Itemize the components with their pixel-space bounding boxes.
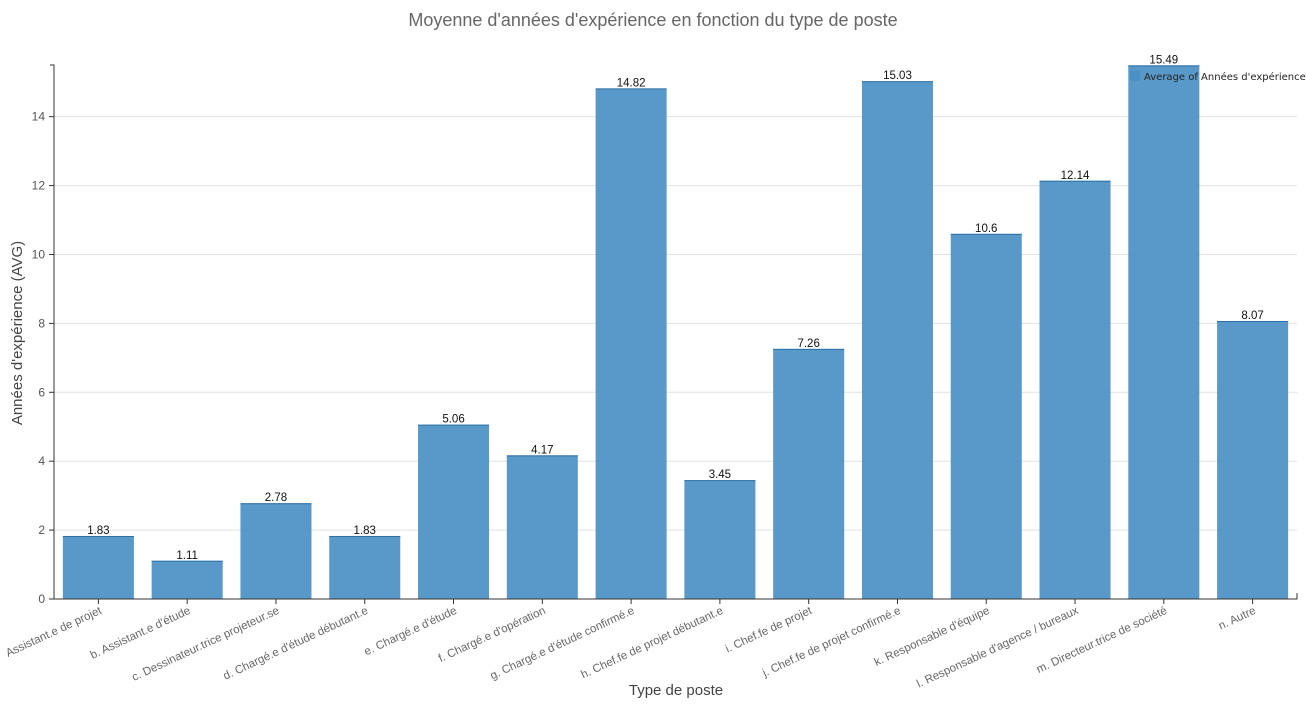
bar[interactable]	[595, 88, 667, 599]
bar[interactable]	[506, 455, 578, 599]
y-tick-label: 10	[32, 247, 46, 261]
data-label: 1.11	[176, 550, 198, 562]
data-label: 3.45	[709, 469, 731, 481]
y-tick-label: 0	[38, 592, 45, 606]
bar[interactable]	[1217, 320, 1289, 599]
bar[interactable]	[861, 81, 933, 599]
data-label: 2.78	[265, 492, 287, 504]
data-label: 10.6	[975, 223, 997, 235]
data-label: 4.17	[531, 444, 553, 456]
bar[interactable]	[151, 560, 223, 599]
x-tick-label: d. Chargé.e d'étude débutant.e	[222, 605, 370, 683]
x-tick-label: l. Responsable d'agence / bureaux	[915, 605, 1080, 691]
bar[interactable]	[418, 424, 490, 599]
legend[interactable]: Average of Années d'expérience	[1130, 71, 1306, 83]
x-axis-title: Type de poste	[629, 682, 723, 699]
y-tick-label: 2	[38, 523, 45, 537]
y-tick-label: 6	[38, 385, 45, 399]
axis-lines	[50, 64, 1298, 600]
bar[interactable]	[950, 233, 1022, 599]
bar[interactable]	[773, 348, 845, 599]
bar[interactable]	[329, 535, 401, 599]
data-label: 1.83	[354, 525, 376, 537]
x-tick-label: g. Chargé.e d'étude confirmé.e	[489, 605, 637, 682]
bar[interactable]	[684, 480, 756, 599]
legend-swatch	[1130, 71, 1140, 81]
data-label: 8.07	[1241, 310, 1263, 322]
y-tick-label: 4	[38, 454, 45, 468]
chart-title: Moyenne d'années d'expérience en fonctio…	[408, 10, 898, 30]
y-tick-label: 12	[32, 179, 46, 193]
x-tick-label: c. Dessinateur.trice projeteur.se	[130, 605, 281, 684]
data-label: 1.83	[87, 525, 109, 537]
x-tick-label: n. Autre	[1217, 605, 1258, 633]
x-tick-label: i. Chef.fe de projet	[724, 605, 815, 656]
data-label: 12.14	[1061, 170, 1090, 182]
x-tick-label: h. Chef.fe de projet débutant.e	[579, 605, 725, 682]
y-tick-label: 8	[38, 316, 45, 330]
bar[interactable]	[62, 535, 134, 599]
data-labels: 1.83 1.11 2.78 1.83 5.06 4.17 14.82 3.45 7.26 15.…	[87, 54, 1264, 561]
data-label: 14.82	[617, 77, 646, 89]
legend-label: Average of Années d'expérience	[1144, 71, 1306, 83]
bar[interactable]	[1128, 65, 1200, 600]
bar[interactable]	[1039, 180, 1111, 599]
data-label: 7.26	[797, 338, 819, 350]
data-label: 15.49	[1149, 54, 1178, 66]
bar[interactable]	[240, 503, 312, 599]
y-tick-label: 14	[32, 110, 46, 124]
data-label: 15.03	[883, 70, 912, 82]
bars	[62, 65, 1289, 600]
data-label: 5.06	[442, 414, 464, 426]
y-axis-title: Années d'expérience (AVG)	[9, 241, 26, 425]
x-tick-label: j. Chef.fe de projet confirmé.e	[760, 605, 903, 680]
